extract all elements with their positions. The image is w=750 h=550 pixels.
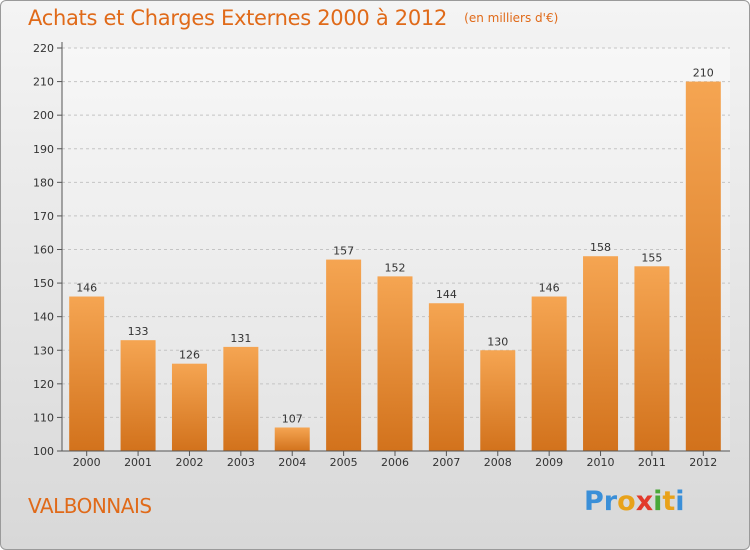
bar-value-label: 158 xyxy=(590,241,611,254)
bar-value-label: 146 xyxy=(76,282,97,295)
logo-letter: P xyxy=(584,486,604,517)
y-tick-label: 190 xyxy=(33,143,54,156)
bar-value-label: 130 xyxy=(487,335,508,348)
bar-value-label: 157 xyxy=(333,245,354,258)
bar-value-label: 144 xyxy=(436,288,457,301)
y-tick-label: 170 xyxy=(33,210,54,223)
logo-letter: i xyxy=(653,486,663,517)
logo-letter: o xyxy=(617,486,636,517)
x-tick-label: 2007 xyxy=(432,456,460,469)
x-tick-label: 2009 xyxy=(535,456,563,469)
logo-letter: x xyxy=(635,486,654,517)
bar-value-label: 146 xyxy=(539,282,560,295)
y-tick-label: 220 xyxy=(33,42,54,55)
logo-letter: t xyxy=(662,486,676,517)
y-tick-label: 210 xyxy=(33,76,54,89)
bar xyxy=(634,266,670,451)
y-tick-label: 120 xyxy=(33,378,54,391)
logo-letter: r xyxy=(603,486,618,517)
y-tick-label: 130 xyxy=(33,344,54,357)
chart-title: Achats et Charges Externes 2000 à 2012 xyxy=(28,6,448,30)
bar xyxy=(326,259,362,451)
x-tick-label: 2004 xyxy=(278,456,306,469)
x-tick-label: 2000 xyxy=(73,456,101,469)
y-tick-label: 140 xyxy=(33,311,54,324)
x-tick-label: 2011 xyxy=(638,456,666,469)
y-tick-label: 150 xyxy=(33,277,54,290)
bar xyxy=(428,303,464,451)
x-tick-label: 2006 xyxy=(381,456,409,469)
y-tick-label: 110 xyxy=(33,411,54,424)
bar-value-label: 155 xyxy=(641,251,662,264)
y-tick-label: 100 xyxy=(33,445,54,458)
bar xyxy=(685,81,721,451)
bar xyxy=(531,296,567,451)
bar-value-label: 131 xyxy=(230,332,251,345)
town-name: VALBONNAIS xyxy=(28,494,152,518)
x-tick-label: 2001 xyxy=(124,456,152,469)
x-tick-label: 2008 xyxy=(484,456,512,469)
bar-value-label: 152 xyxy=(385,261,406,274)
x-tick-label: 2002 xyxy=(175,456,203,469)
bar-value-label: 126 xyxy=(179,349,200,362)
proxiti-logo[interactable]: Proxiti xyxy=(584,486,685,517)
bar xyxy=(223,346,259,451)
y-tick-label: 160 xyxy=(33,244,54,257)
bar xyxy=(274,427,310,451)
bar xyxy=(480,350,516,451)
logo-letter: i xyxy=(675,486,685,517)
bar xyxy=(120,340,156,451)
y-tick-label: 200 xyxy=(33,109,54,122)
bar xyxy=(583,256,619,451)
x-tick-label: 2012 xyxy=(689,456,717,469)
bar xyxy=(69,296,105,451)
bar xyxy=(171,363,207,451)
x-tick-label: 2003 xyxy=(227,456,255,469)
chart-subtitle: (en milliers d'€) xyxy=(464,11,559,25)
bar-value-label: 107 xyxy=(282,412,303,425)
bar-value-label: 210 xyxy=(693,67,714,80)
x-tick-label: 2005 xyxy=(330,456,358,469)
title-row: Achats et Charges Externes 2000 à 2012 (… xyxy=(28,6,558,30)
x-tick-label: 2010 xyxy=(587,456,615,469)
bar xyxy=(377,276,413,451)
bar-value-label: 133 xyxy=(128,325,149,338)
y-tick-label: 180 xyxy=(33,176,54,189)
